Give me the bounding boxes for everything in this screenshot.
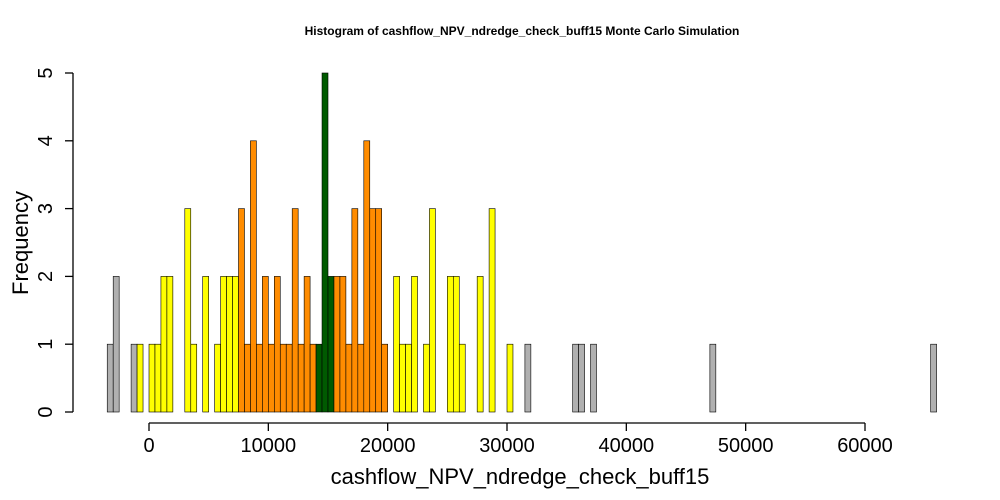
x-tick-label: 40000	[599, 435, 655, 457]
histogram-bar	[148, 343, 156, 413]
histogram-bars	[106, 72, 937, 413]
histogram-bar	[112, 276, 120, 413]
histogram-bar	[130, 343, 138, 413]
histogram-bar	[273, 276, 281, 413]
histogram-bar	[279, 343, 287, 413]
histogram-bar	[166, 276, 174, 413]
histogram-bar	[381, 343, 388, 413]
y-axis-label: Frequency	[8, 191, 33, 295]
histogram-bar	[327, 276, 335, 413]
histogram-bar	[262, 276, 269, 413]
histogram-bar	[309, 343, 317, 413]
histogram-bar	[297, 343, 305, 413]
y-axis: 0 1 2 3 4 5	[35, 67, 74, 418]
histogram-bar	[285, 343, 293, 413]
y-tick-label: 2	[35, 271, 57, 282]
y-tick-label: 5	[35, 67, 57, 78]
histogram-bar	[250, 140, 257, 413]
histogram-bar	[709, 343, 717, 413]
histogram-bar	[136, 343, 144, 413]
histogram-bar	[291, 208, 299, 413]
histogram-bar	[506, 343, 514, 413]
histogram-bar	[488, 208, 496, 413]
x-tick-label: 20000	[360, 435, 416, 457]
histogram-bar	[238, 208, 245, 413]
histogram-bar	[423, 343, 430, 413]
y-tick-label: 0	[35, 406, 57, 417]
chart-title: Histogram of cashflow_NPV_ndredge_check_…	[305, 24, 740, 38]
histogram-bar	[220, 276, 227, 413]
histogram-bar	[399, 343, 406, 413]
histogram-bar	[244, 343, 251, 413]
histogram-bar	[393, 276, 400, 413]
histogram-bar	[590, 343, 597, 413]
x-tick-label: 0	[143, 435, 154, 457]
histogram-bar	[578, 343, 585, 413]
y-tick-label: 3	[35, 203, 57, 214]
histogram-bar	[315, 343, 323, 413]
histogram-bar	[339, 276, 347, 413]
histogram-bar	[214, 343, 221, 413]
histogram-bar	[268, 343, 275, 413]
histogram-bar	[345, 343, 353, 413]
histogram-bar	[190, 343, 198, 413]
x-tick-label: 50000	[718, 435, 774, 457]
histogram-bar	[184, 208, 192, 413]
histogram-bar	[232, 276, 239, 413]
x-tick-label: 10000	[241, 435, 297, 457]
histogram-bar	[256, 343, 263, 413]
histogram-bar	[572, 343, 579, 413]
histogram-bar	[321, 72, 329, 413]
histogram-bar	[429, 208, 436, 413]
histogram-bar	[351, 208, 359, 413]
histogram-bar	[363, 140, 371, 413]
histogram-bar	[303, 276, 311, 413]
x-tick-label: 60000	[837, 435, 893, 457]
histogram-bar	[452, 276, 460, 413]
histogram-bar	[524, 343, 532, 413]
histogram-bar	[930, 343, 937, 413]
histogram-bar	[375, 208, 383, 413]
x-tick-label: 30000	[479, 435, 535, 457]
histogram-bar	[357, 343, 365, 413]
y-tick-label: 4	[35, 135, 57, 146]
histogram-bar	[447, 276, 454, 413]
histogram-bar	[476, 276, 484, 413]
histogram-bar	[458, 343, 466, 413]
histogram-bar	[202, 276, 209, 413]
x-axis: 0 10000 20000 30000 40000 50000 60000	[143, 422, 893, 457]
histogram-bar	[106, 343, 114, 413]
x-axis-label: cashflow_NPV_ndredge_check_buff15	[331, 464, 710, 489]
histogram-bar	[160, 276, 168, 413]
histogram-bar	[369, 208, 377, 413]
histogram-bar	[411, 276, 418, 413]
histogram-bar	[154, 343, 162, 413]
histogram-bar	[405, 343, 412, 413]
y-tick-label: 1	[35, 339, 57, 350]
histogram-bar	[333, 276, 341, 413]
histogram-bar	[226, 276, 233, 413]
